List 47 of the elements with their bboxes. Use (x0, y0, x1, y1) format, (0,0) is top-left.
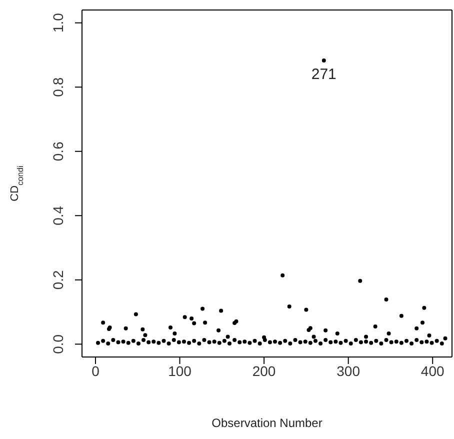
point (140, 327, 145, 332)
point (262, 335, 266, 340)
point (384, 297, 388, 302)
annotation: 271 (311, 66, 336, 84)
point (420, 320, 424, 325)
point (304, 308, 308, 312)
point (226, 334, 230, 339)
point (373, 324, 378, 328)
point (280, 273, 285, 278)
point (443, 336, 448, 340)
y-tick-label: 0.8 (50, 77, 66, 97)
point (124, 326, 128, 330)
point (143, 333, 148, 338)
point (190, 316, 194, 320)
point (168, 325, 172, 330)
point (203, 320, 208, 325)
point (200, 306, 205, 311)
point (134, 312, 138, 316)
y-tick-label: 0.2 (50, 270, 66, 290)
point (335, 332, 340, 336)
x-tick-label: 100 (168, 362, 192, 379)
point (219, 308, 224, 313)
y-tick-label: 0.0 (50, 334, 66, 354)
point (287, 304, 292, 309)
point (364, 334, 368, 339)
point (358, 278, 362, 283)
x-tick-label: 400 (420, 362, 445, 379)
point (427, 333, 432, 338)
x-tick-label: 200 (252, 362, 276, 379)
point (324, 328, 328, 332)
y-tick-label: 1.0 (50, 12, 66, 33)
point (322, 58, 326, 62)
point (216, 328, 221, 332)
point (386, 332, 391, 336)
point (414, 326, 419, 330)
point (101, 320, 106, 325)
x-axis-title: Observation Number (212, 416, 322, 430)
point (192, 321, 196, 326)
x-tick-label: 0 (92, 362, 100, 379)
y-tick-label: 0.4 (50, 206, 66, 226)
point (312, 334, 316, 339)
point (182, 315, 187, 320)
point (172, 332, 177, 336)
point (422, 306, 426, 310)
y-tick-label: 0.6 (50, 141, 66, 162)
point (399, 314, 404, 318)
x-tick-label: 300 (336, 362, 360, 379)
